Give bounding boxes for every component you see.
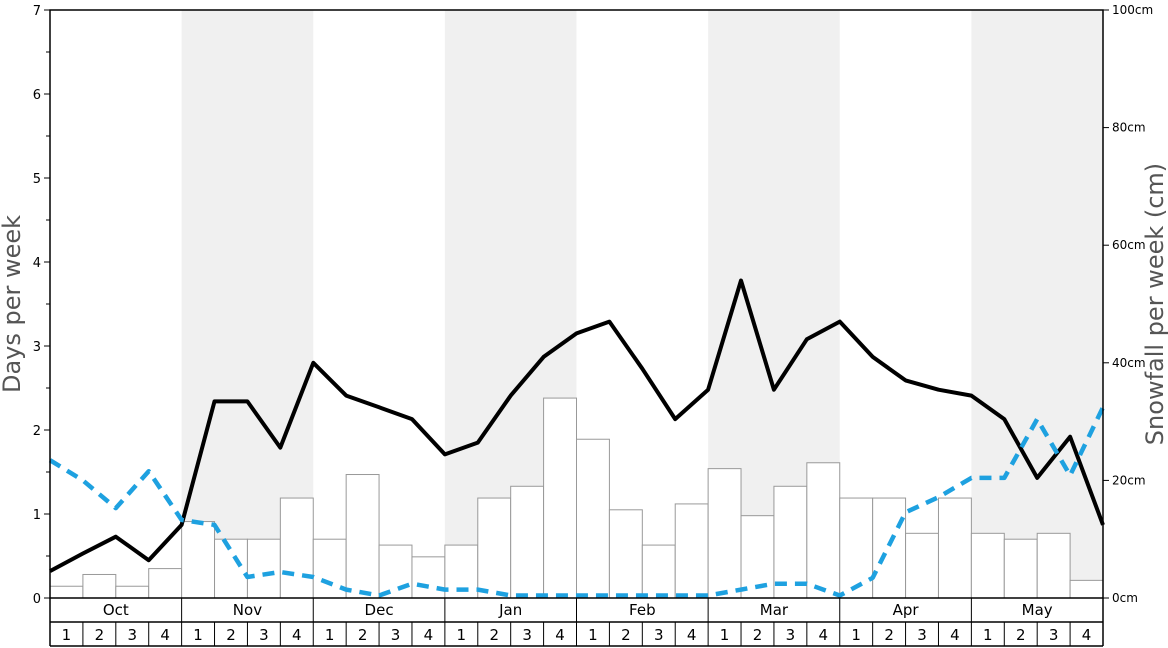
week-label: 1 xyxy=(588,626,598,644)
week-label: 3 xyxy=(391,626,401,644)
week-label: 3 xyxy=(259,626,269,644)
y-left-tick-label: 4 xyxy=(33,256,41,271)
week-label: 4 xyxy=(424,626,434,644)
week-label: 3 xyxy=(654,626,664,644)
y-left-tick-label: 7 xyxy=(33,4,41,19)
snowfall-bar xyxy=(970,532,1005,599)
y-left-tick-label: 0 xyxy=(33,592,41,607)
month-label: Feb xyxy=(629,601,656,619)
snowfall-bar xyxy=(49,585,84,599)
week-label: 1 xyxy=(851,626,861,644)
snowfall-bar xyxy=(181,521,216,599)
month-label: Mar xyxy=(760,601,789,619)
snowfall-bars xyxy=(49,397,1104,599)
week-label: 2 xyxy=(358,626,368,644)
snowfall-bar xyxy=(937,497,972,599)
y-left-tick-label: 5 xyxy=(33,172,41,187)
month-label: Oct xyxy=(103,601,129,619)
y-right-tick-label: 40cm xyxy=(1112,356,1146,370)
snowfall-bar xyxy=(115,585,150,599)
y-right-tick-label: 100cm xyxy=(1112,3,1153,17)
snowfall-bar xyxy=(872,497,907,599)
snowfall-bar xyxy=(641,544,676,599)
snowfall-bar xyxy=(246,538,281,599)
week-label: 3 xyxy=(522,626,532,644)
week-label: 4 xyxy=(160,626,170,644)
week-label: 1 xyxy=(62,626,72,644)
month-label: Apr xyxy=(893,601,920,619)
week-label: 1 xyxy=(457,626,467,644)
week-label: 2 xyxy=(621,626,631,644)
y-right-tick-label: 80cm xyxy=(1112,121,1146,135)
snowfall-bar xyxy=(148,568,183,599)
week-label: 1 xyxy=(720,626,730,644)
month-label: Jan xyxy=(498,601,522,619)
snowfall-bar xyxy=(806,462,841,599)
week-label: 1 xyxy=(983,626,993,644)
week-label: 2 xyxy=(95,626,105,644)
y-left-tick-label: 2 xyxy=(33,424,41,439)
week-label: 2 xyxy=(753,626,763,644)
y-left-tick-label: 1 xyxy=(33,508,41,523)
snowfall-bar xyxy=(1069,579,1104,599)
days-lines xyxy=(48,278,1106,598)
y-axis-left-title: Days per week xyxy=(0,215,26,393)
y-axis-right-title: Snowfall per week (cm) xyxy=(1141,163,1168,445)
month-label: May xyxy=(1022,601,1053,619)
week-label: 1 xyxy=(325,626,335,644)
snowfall-bar xyxy=(82,573,117,599)
y-right-tick-label: 60cm xyxy=(1112,238,1146,252)
solid-line-series xyxy=(49,278,1105,573)
week-label: 4 xyxy=(950,626,960,644)
week-label: 4 xyxy=(555,626,565,644)
snowfall-bar xyxy=(378,544,413,599)
axes xyxy=(44,9,1109,647)
snowfall-bar xyxy=(773,485,808,599)
snowfall-bar xyxy=(345,474,380,599)
week-label: 2 xyxy=(489,626,499,644)
axis-labels: 0 1 2 3 4 5 6 7 0cm 20cm 40cm 60cm 80cm 100cm Oct 1 2 3 4 N… xyxy=(33,3,1153,644)
week-label: 2 xyxy=(884,626,894,644)
snowfall-bar xyxy=(1036,532,1071,599)
week-label: 3 xyxy=(1049,626,1059,644)
snowfall-bar xyxy=(279,497,314,599)
week-label: 4 xyxy=(292,626,302,644)
week-label: 4 xyxy=(1082,626,1092,644)
week-label: 3 xyxy=(786,626,796,644)
month-label: Nov xyxy=(233,601,262,619)
snowfall-bar xyxy=(1003,538,1038,599)
snowfall-bar xyxy=(576,438,610,599)
week-label: 2 xyxy=(226,626,236,644)
snowfall-bar xyxy=(608,509,643,599)
snowfall-bar xyxy=(543,397,577,599)
week-label: 4 xyxy=(819,626,829,644)
y-right-tick-label: 0cm xyxy=(1112,591,1138,605)
y-right-tick-label: 20cm xyxy=(1112,473,1146,487)
month-shade-may xyxy=(971,10,1103,598)
week-label: 2 xyxy=(1016,626,1026,644)
snowfall-bar xyxy=(839,497,874,599)
snowfall-bar xyxy=(707,468,742,599)
week-label: 3 xyxy=(127,626,137,644)
dashed-line-series xyxy=(48,406,1106,598)
snowfall-bar xyxy=(674,503,709,599)
snowfall-bar xyxy=(905,532,939,599)
snowfall-bar xyxy=(477,497,512,599)
week-label: 3 xyxy=(917,626,927,644)
week-label: 4 xyxy=(687,626,697,644)
month-label: Dec xyxy=(365,601,394,619)
snowfall-bar xyxy=(510,485,545,599)
snowfall-bar xyxy=(411,556,446,599)
y-left-tick-label: 3 xyxy=(33,340,41,355)
month-shading xyxy=(181,10,1103,598)
week-label: 1 xyxy=(193,626,203,644)
y-left-tick-label: 6 xyxy=(33,88,41,103)
